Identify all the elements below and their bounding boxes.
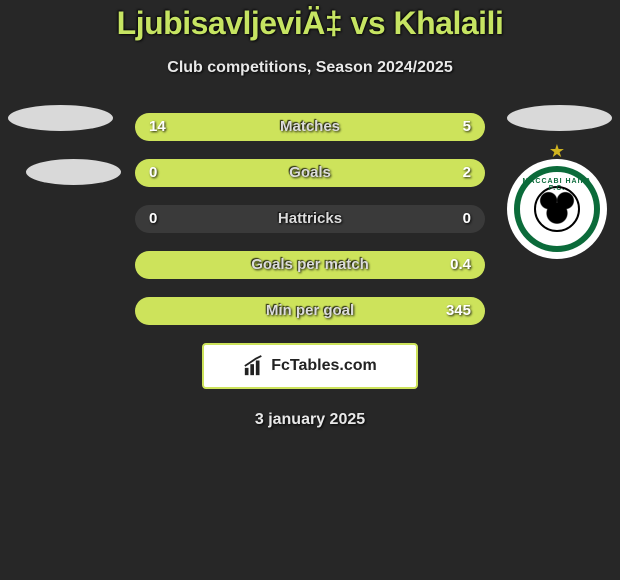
brand-box: FcTables.com bbox=[202, 343, 418, 389]
left-badge-placeholder-1 bbox=[8, 105, 113, 131]
stat-value-right: 0 bbox=[463, 205, 471, 233]
right-player-badges: ★ MACCABI HAIFA F.C. bbox=[507, 105, 612, 259]
stat-row: 0Hattricks0 bbox=[135, 205, 485, 233]
brand-label: FcTables.com bbox=[271, 357, 377, 375]
stat-label: Goals per match bbox=[135, 251, 485, 279]
stat-label: Hattricks bbox=[135, 205, 485, 233]
stat-row: 0Goals2 bbox=[135, 159, 485, 187]
page-title: LjubisavljeviÄ‡ vs Khalaili bbox=[0, 0, 620, 41]
star-icon: ★ bbox=[549, 141, 565, 162]
stat-row: 14Matches5 bbox=[135, 113, 485, 141]
right-badge-placeholder-1 bbox=[507, 105, 612, 131]
stat-label: Min per goal bbox=[135, 297, 485, 325]
club-badge-text: MACCABI HAIFA F.C. bbox=[520, 178, 594, 192]
date-label: 3 january 2025 bbox=[0, 411, 620, 429]
stat-value-right: 345 bbox=[446, 297, 471, 325]
right-club-badge: ★ MACCABI HAIFA F.C. bbox=[507, 159, 607, 259]
stat-row: Goals per match0.4 bbox=[135, 251, 485, 279]
club-badge-ring: MACCABI HAIFA F.C. bbox=[514, 166, 600, 252]
comparison-chart: ★ MACCABI HAIFA F.C. 14Matches50Goals20H… bbox=[0, 113, 620, 429]
soccer-ball-icon bbox=[534, 186, 580, 232]
stat-value-right: 0.4 bbox=[450, 251, 471, 279]
stat-label: Matches bbox=[135, 113, 485, 141]
stat-row: Min per goal345 bbox=[135, 297, 485, 325]
left-badge-placeholder-2 bbox=[26, 159, 121, 185]
left-player-badges bbox=[8, 105, 121, 213]
chart-icon bbox=[243, 355, 265, 377]
page-subtitle: Club competitions, Season 2024/2025 bbox=[0, 59, 620, 77]
stat-value-right: 5 bbox=[463, 113, 471, 141]
stat-bars: 14Matches50Goals20Hattricks0Goals per ma… bbox=[135, 113, 485, 325]
stat-label: Goals bbox=[135, 159, 485, 187]
stat-value-right: 2 bbox=[463, 159, 471, 187]
